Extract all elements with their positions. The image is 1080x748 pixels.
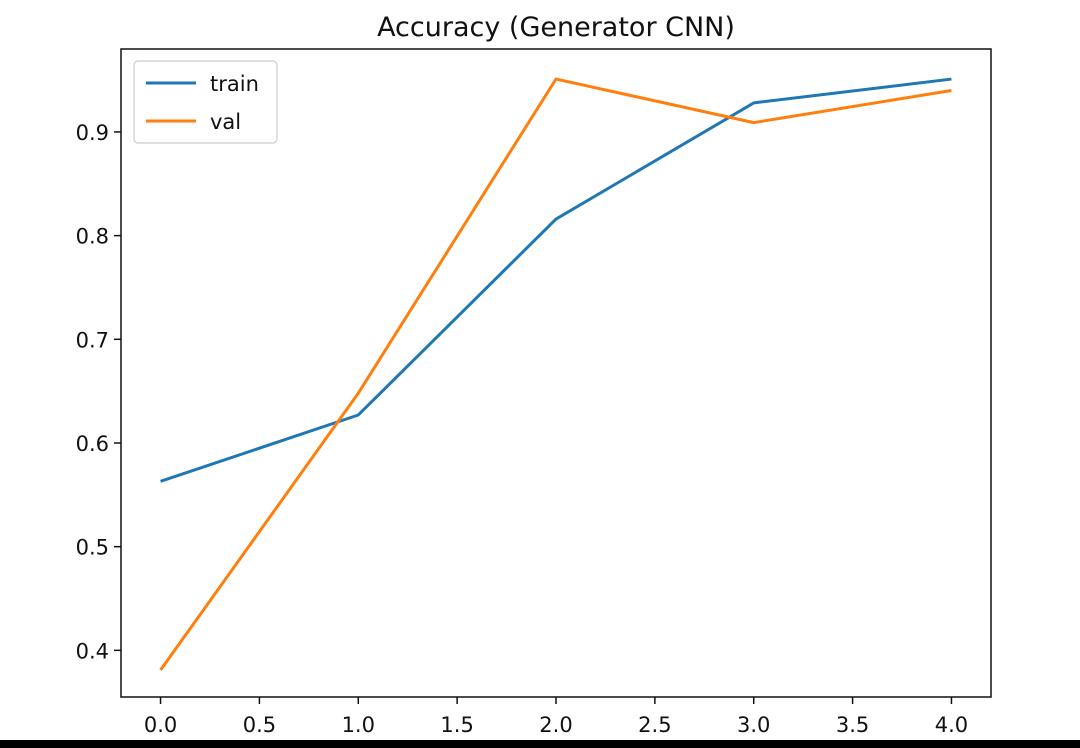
- x-tick-label: 1.0: [342, 713, 375, 737]
- x-tick-label: 3.5: [836, 713, 869, 737]
- x-tick-label: 2.0: [539, 713, 572, 737]
- chart-title: Accuracy (Generator CNN): [377, 12, 735, 43]
- x-tick-label: 0.0: [144, 713, 177, 737]
- x-tick-label: 1.5: [440, 713, 473, 737]
- bottom-rule: [0, 740, 1080, 748]
- y-tick-label: 0.5: [76, 536, 109, 560]
- x-tick-label: 0.5: [243, 713, 276, 737]
- x-tick-label: 3.0: [737, 713, 770, 737]
- legend-label-train: train: [210, 72, 259, 96]
- y-axis: 0.4 0.5 0.6 0.7 0.8 0.9: [76, 121, 121, 663]
- series-line-train: [160, 77, 952, 483]
- y-tick-label: 0.6: [76, 432, 109, 456]
- plot-area: [120, 48, 992, 698]
- y-tick-label: 0.8: [76, 225, 109, 249]
- legend-label-val: val: [210, 110, 241, 134]
- y-tick-label: 0.7: [76, 328, 109, 352]
- y-tick-label: 0.4: [76, 639, 109, 663]
- x-tick-label: 4.0: [935, 713, 968, 737]
- series-layer: [159, 77, 952, 671]
- y-tick-label: 0.9: [76, 121, 109, 145]
- x-axis: 0.0 0.5 1.0 1.5 2.0 2.5 3.0 3.5 4.0: [144, 697, 968, 737]
- legend: train val: [133, 60, 278, 144]
- x-tick-label: 2.5: [638, 713, 671, 737]
- series-line-val: [159, 77, 952, 671]
